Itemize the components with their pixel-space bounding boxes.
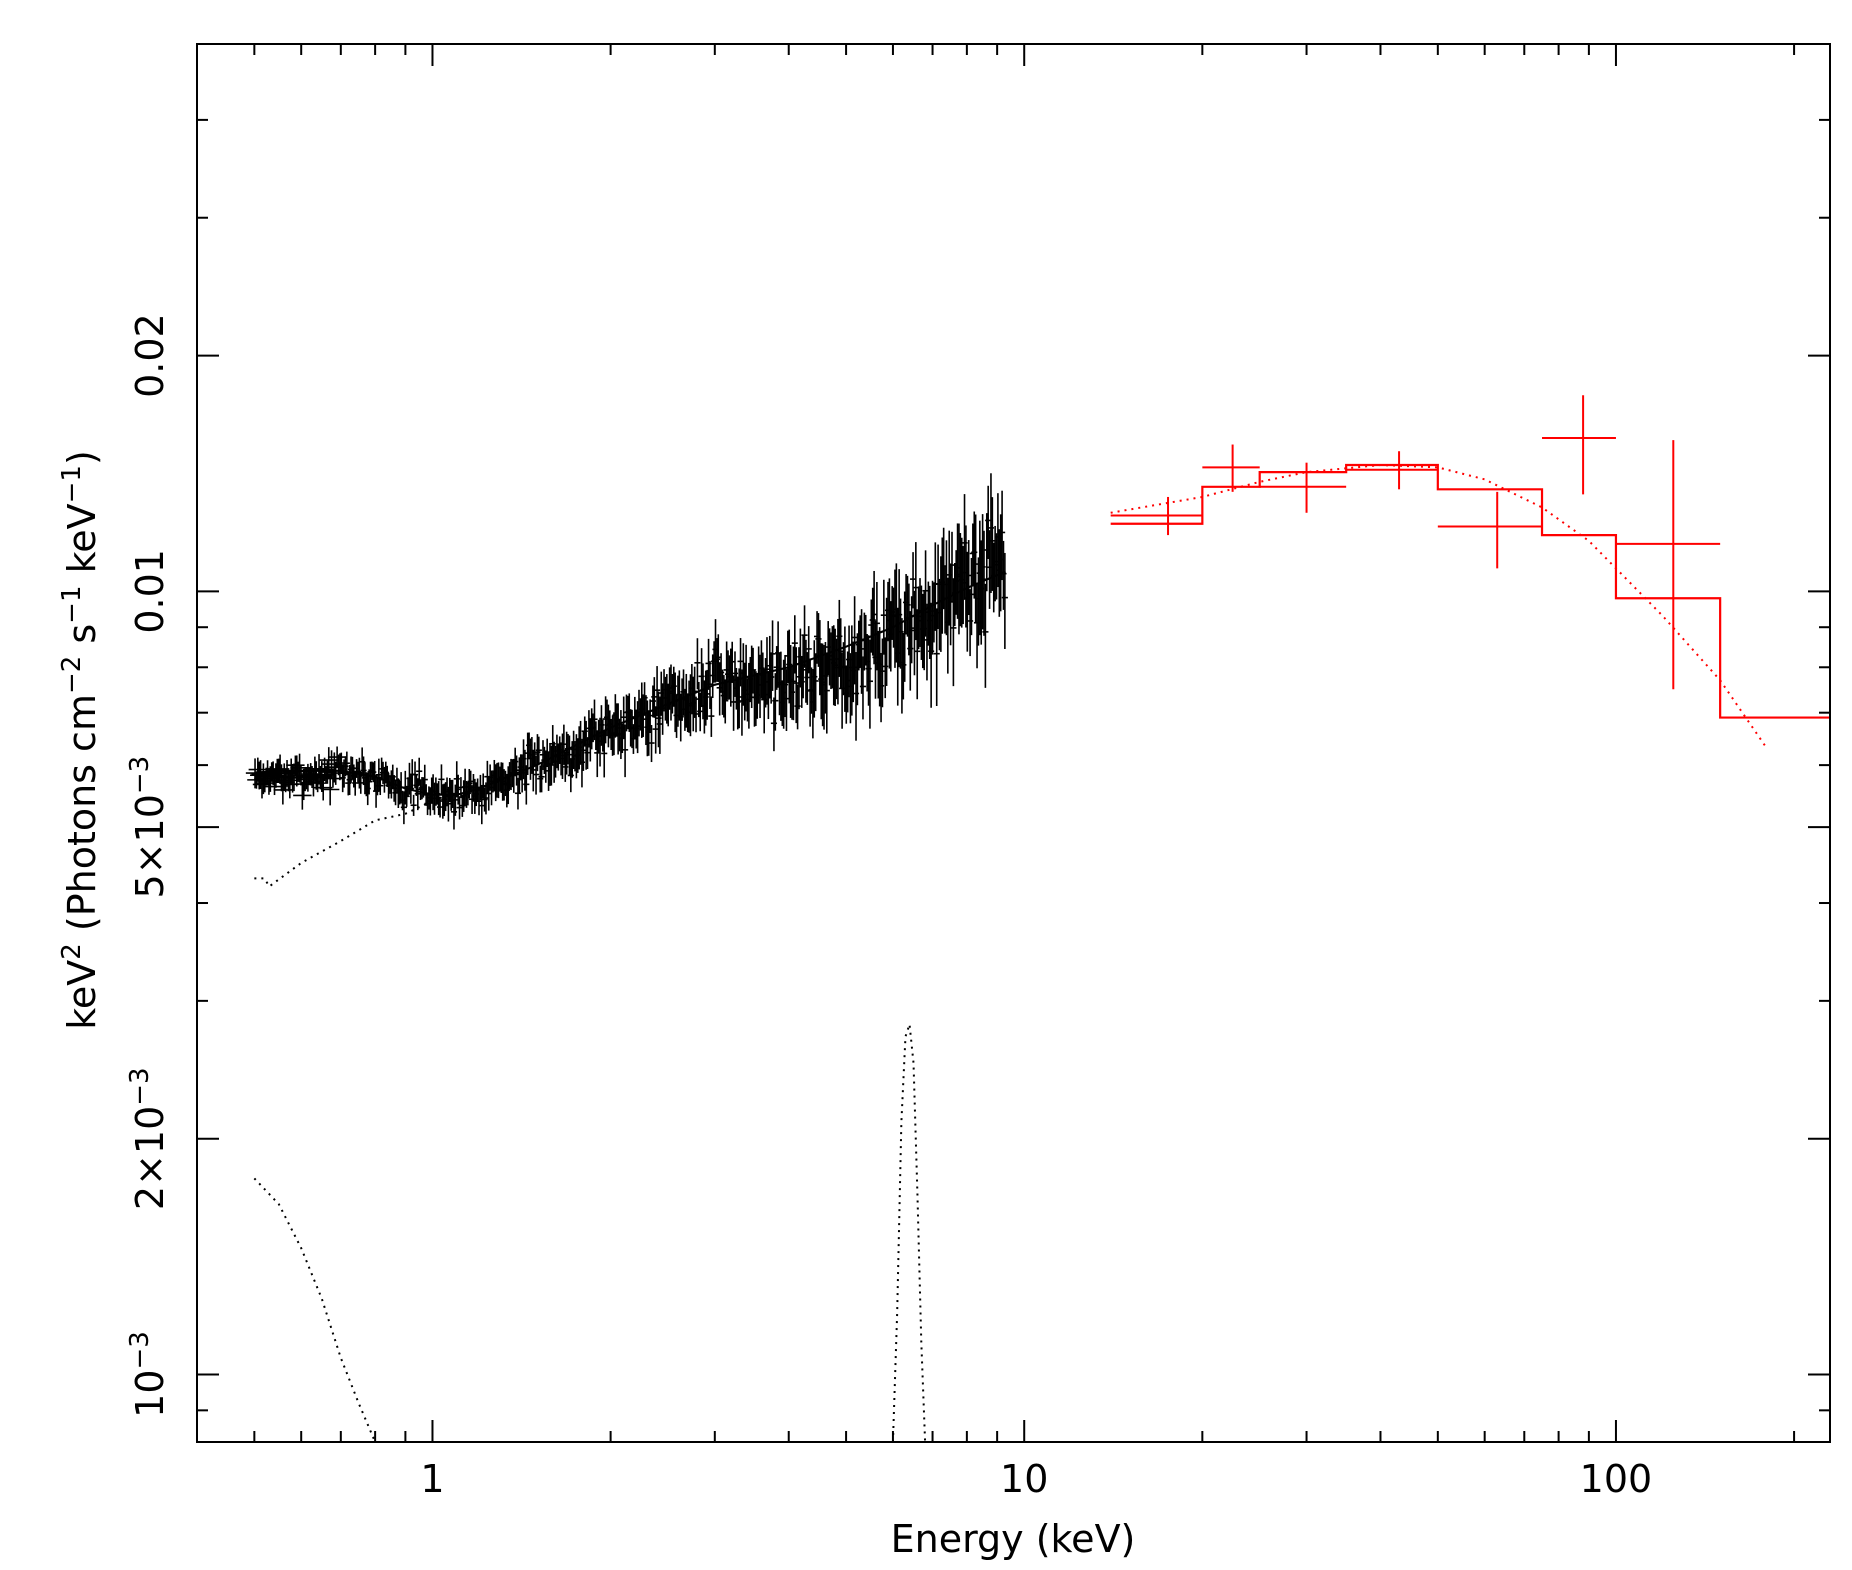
hard-model-step-line bbox=[1110, 463, 1830, 719]
y-tick-label: 0.01 bbox=[128, 549, 172, 634]
y-axis-label-sup4: −1 bbox=[57, 465, 87, 503]
y-tick-label: 0.02 bbox=[128, 313, 172, 398]
series-layer bbox=[245, 395, 1830, 1443]
y-tick-label: 10−3 bbox=[125, 1331, 172, 1418]
y-axis-label-sup2: −2 bbox=[57, 656, 87, 694]
x-tick-label: 100 bbox=[1580, 1457, 1653, 1501]
tick-labels: 1 10 100 10−3 2×10−3 5×10−3 0.01 0.02 bbox=[125, 313, 1652, 1501]
x-tick-label: 10 bbox=[1000, 1457, 1048, 1501]
x-tick-label: 1 bbox=[420, 1457, 444, 1501]
y-axis-label-sup3: −1 bbox=[57, 585, 87, 623]
y-tick-label: 2×10−3 bbox=[125, 1067, 172, 1210]
x-axis-label: Energy (keV) bbox=[891, 1517, 1136, 1561]
y-axis-label-sup1: 2 bbox=[57, 943, 87, 960]
y-axis-label: keV2 (Photons cm−2 s−1 keV−1) bbox=[57, 450, 104, 1030]
model-component-dotted bbox=[253, 1177, 377, 1443]
y-tick-label: 5×10−3 bbox=[125, 756, 172, 899]
axis-ticks bbox=[196, 43, 1830, 1442]
plot-frame bbox=[196, 43, 1831, 1443]
model-component-dotted bbox=[891, 1024, 927, 1443]
